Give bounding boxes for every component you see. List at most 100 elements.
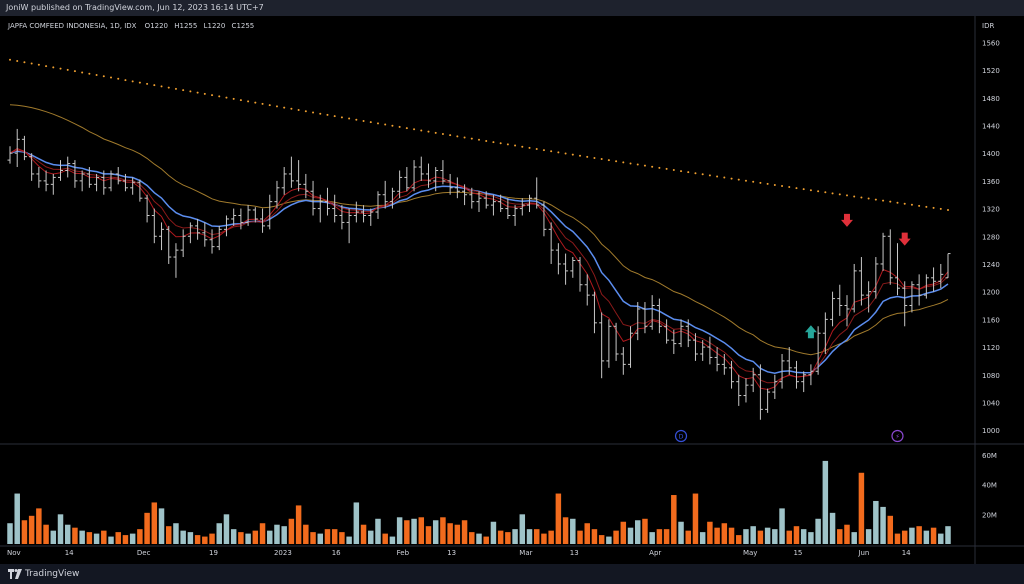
legend-low: 1220 (207, 22, 225, 30)
volume-bar (389, 536, 396, 544)
ohlc-bar (122, 173, 128, 192)
ohlc-bar (7, 146, 13, 164)
volume-bar (699, 532, 706, 544)
ma-dot (947, 208, 949, 211)
volume-bar (324, 529, 331, 544)
ma-dot (528, 146, 531, 149)
ma-dot (203, 92, 206, 95)
ohlc-bar (281, 167, 287, 195)
ma-dot (470, 137, 473, 140)
volume-bar (663, 529, 670, 544)
ohlc-bar (195, 218, 201, 240)
volume-bar (223, 514, 230, 544)
dividend-event-label: D (679, 433, 684, 441)
ma-dot (398, 125, 401, 128)
ma-dot (247, 100, 250, 103)
volume-bar (346, 536, 352, 544)
volume-bar (7, 523, 13, 544)
time-tick-label: 14 (902, 549, 911, 557)
ma-dot (261, 102, 264, 105)
ohlc-bar (916, 274, 922, 306)
ma-dot (391, 124, 394, 127)
ohlc-bar (411, 160, 417, 192)
volume-bar (382, 533, 388, 544)
legend-open: 1220 (150, 22, 168, 30)
ohlc-bar (483, 191, 489, 209)
ma-tan-line (9, 104, 949, 356)
ohlc-bar (137, 179, 143, 202)
ohlc-bar (382, 180, 388, 209)
volume-bar (837, 529, 843, 544)
ohlc-bar (620, 347, 626, 375)
publisher-bar: JoniW published on TradingView.com, Jun … (0, 0, 1024, 16)
ma-dot (737, 178, 740, 181)
volume-bar (259, 523, 266, 544)
volume-bar (548, 530, 554, 544)
ma-dot (463, 136, 466, 139)
ma-dot (59, 67, 62, 70)
ma-dot (514, 144, 517, 147)
chart-frame[interactable]: JAPFA COMFEED INDONESIA, 1D, IDX O1220 H… (0, 16, 1024, 564)
ma-dot (557, 151, 560, 154)
volume-bar (678, 521, 684, 544)
price-tick-label: 1040 (982, 399, 1000, 407)
volume-bar (851, 532, 857, 544)
volume-bar (86, 532, 93, 544)
volume-bar (129, 533, 136, 544)
ohlc-bar (894, 243, 900, 296)
ohlc-bar (757, 364, 763, 420)
ohlc-bar (678, 319, 684, 348)
volume-bar (216, 523, 222, 544)
ohlc-bar (223, 215, 229, 237)
ma-dot (622, 161, 625, 164)
ohlc-bar (476, 191, 482, 213)
ohlc-bar (490, 194, 496, 216)
ma-dot (174, 87, 177, 90)
volume-bar (310, 532, 316, 544)
ma-dot (867, 197, 870, 200)
ma-dot (304, 110, 307, 113)
price-tick-label: 1560 (982, 39, 1000, 47)
ma-dot (290, 107, 293, 110)
ohlc-bar (909, 281, 915, 313)
time-tick-label: Jun (857, 549, 869, 557)
ma-dot (766, 182, 769, 185)
volume-bar (512, 529, 518, 544)
volume-bar (43, 524, 49, 544)
ohlc-bar (671, 329, 677, 354)
volume-bar (793, 526, 800, 544)
ma-dot (52, 66, 55, 69)
volume-bar (822, 460, 829, 544)
ma-dot (117, 77, 120, 80)
ohlc-bar (692, 333, 698, 361)
price-chart[interactable]: JAPFA COMFEED INDONESIA, 1D, IDX O1220 H… (0, 16, 1024, 564)
ma-dot (939, 207, 942, 210)
price-tick-label: 1440 (982, 122, 1000, 130)
ohlc-bar (527, 194, 533, 213)
ma-dot (485, 139, 488, 142)
ma-dot (636, 163, 639, 166)
ma-dot (456, 135, 459, 138)
ohlc-bar (94, 173, 100, 192)
ohlc-bar (635, 302, 641, 341)
volume-bar (764, 527, 771, 544)
volume-bar (743, 529, 749, 544)
legend-close: 1255 (236, 22, 254, 30)
volume-bar (880, 506, 886, 544)
ohlc-bar (108, 170, 114, 192)
ma-dot (326, 113, 329, 116)
ohlc-bar (830, 291, 836, 327)
volume-bar (144, 512, 150, 544)
ma-dot (275, 105, 278, 108)
volume-bar (541, 533, 547, 544)
ma-dot (441, 132, 444, 135)
volume-bar (281, 526, 287, 544)
price-tick-label: 1080 (982, 372, 1000, 380)
ohlc-bar (130, 177, 136, 195)
volume-bar (396, 517, 403, 544)
volume-bar (158, 508, 165, 544)
volume-bar (844, 524, 850, 544)
ohlc-bar (296, 160, 302, 192)
volume-bar (180, 530, 186, 544)
volume-bar (562, 517, 569, 544)
